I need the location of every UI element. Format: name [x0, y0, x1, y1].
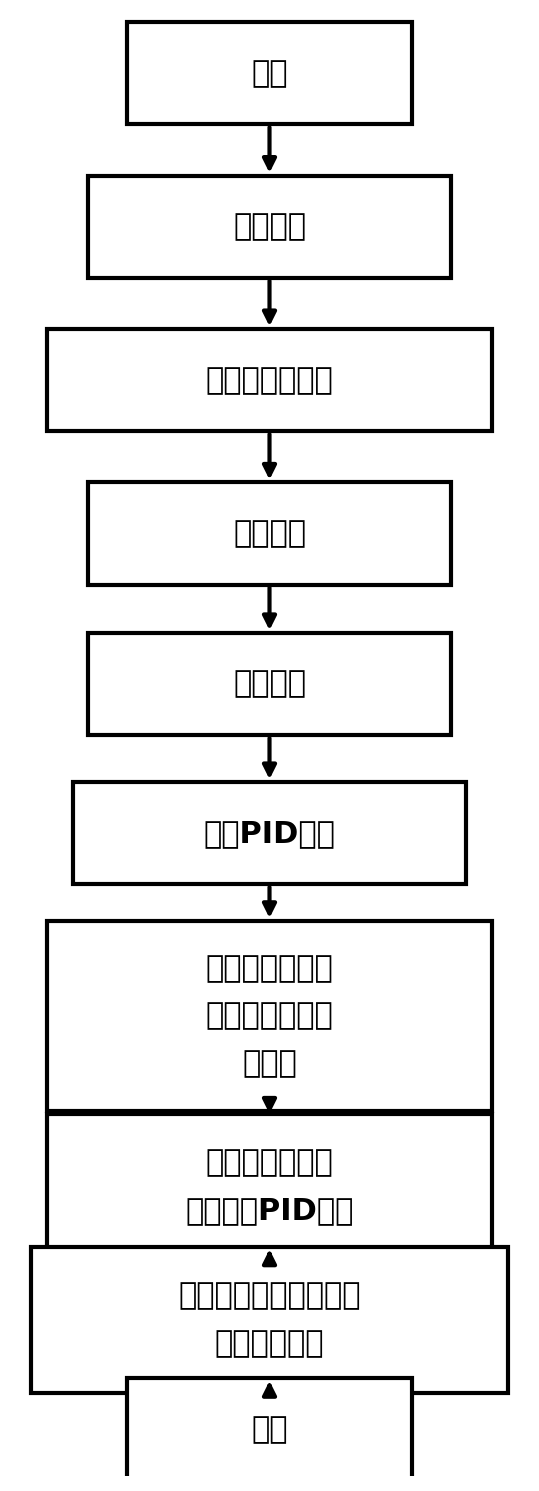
- Text: 和矩阵开关，采: 和矩阵开关，采: [205, 1002, 334, 1030]
- Text: 新建任务: 新建任务: [233, 212, 306, 242]
- Bar: [47, 921, 492, 1111]
- Text: 实现温度PID控制: 实现温度PID控制: [185, 1197, 354, 1226]
- Text: 据，验证指标: 据，验证指标: [215, 1330, 324, 1358]
- Text: 工况编辑: 工况编辑: [233, 519, 306, 549]
- Bar: [88, 634, 451, 735]
- Bar: [88, 483, 451, 584]
- Text: 设置PID参数: 设置PID参数: [204, 819, 335, 848]
- Bar: [47, 1114, 492, 1260]
- Bar: [127, 1378, 412, 1481]
- Text: 开启数字万用表: 开启数字万用表: [205, 954, 334, 983]
- Text: 开始: 开始: [251, 58, 288, 88]
- Text: 结束: 结束: [251, 1415, 288, 1443]
- Text: 集温度: 集温度: [242, 1048, 297, 1078]
- Bar: [31, 1246, 508, 1393]
- Bar: [127, 22, 412, 125]
- Bar: [47, 330, 492, 431]
- Text: 工况结束，查看历史数: 工况结束，查看历史数: [178, 1281, 361, 1311]
- Bar: [88, 176, 451, 277]
- Text: 加载工况列表，: 加载工况列表，: [205, 1148, 334, 1176]
- Bar: [73, 783, 466, 884]
- Text: 热电偶测温配置: 热电偶测温配置: [205, 365, 334, 395]
- Text: 报警设置: 报警设置: [233, 669, 306, 699]
